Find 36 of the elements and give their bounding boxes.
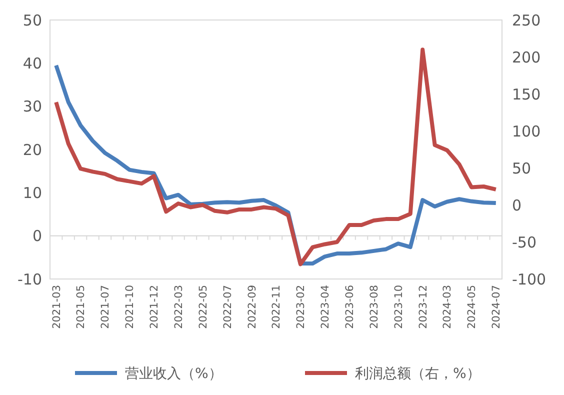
x-tick-label: 2021-03 [50, 285, 63, 329]
legend-label: 营业收入（%） [125, 366, 222, 382]
y2-tick-label: 150 [512, 85, 541, 104]
y2-tick-label: 50 [512, 159, 532, 178]
y2-tick-label: 100 [512, 122, 541, 140]
x-tick-label: 2021-05 [75, 285, 88, 329]
x-tick-label: 2024-03 [442, 285, 454, 329]
x-tick-label: 2024-05 [466, 285, 478, 329]
y-tick-label: 40 [22, 54, 42, 72]
y2-tick-label: 250 [512, 11, 541, 30]
x-tick-label: 2023-06 [344, 284, 356, 329]
x-tick-label: 2021-07 [100, 285, 112, 329]
x-tick-label: 2023-08 [368, 285, 380, 329]
x-tick-label: 2022-11 [270, 285, 283, 329]
x-tick-label: 2023-04 [320, 284, 332, 329]
y-tick-label: 20 [22, 140, 42, 159]
y-tick-label: 10 [22, 184, 42, 202]
y-tick-label: 0 [32, 227, 42, 246]
x-tick-label: 2022-09 [246, 285, 258, 329]
x-tick-label: 2023-02 [295, 285, 308, 329]
legend-label: 利润总额（右，%） [355, 366, 480, 382]
y2-tick-label: -100 [512, 270, 546, 288]
y2-tick-label: -50 [512, 233, 536, 252]
x-tick-label: 2023-12 [417, 285, 430, 329]
y-tick-label: -10 [18, 270, 42, 288]
x-tick-label: 2022-03 [172, 285, 185, 329]
x-tick-label: 2022-07 [222, 285, 234, 329]
y2-tick-label: 0 [512, 196, 522, 214]
x-tick-label: 2021-10 [124, 285, 136, 329]
x-tick-label: 2021-12 [148, 285, 161, 329]
y2-tick-label: 200 [512, 48, 541, 66]
y-tick-label: 30 [22, 98, 42, 116]
x-tick-label: 2022-05 [197, 285, 210, 329]
y-tick-label: 50 [22, 11, 42, 30]
x-tick-label: 2024-07 [490, 285, 503, 329]
x-tick-label: 2023-10 [392, 285, 405, 329]
